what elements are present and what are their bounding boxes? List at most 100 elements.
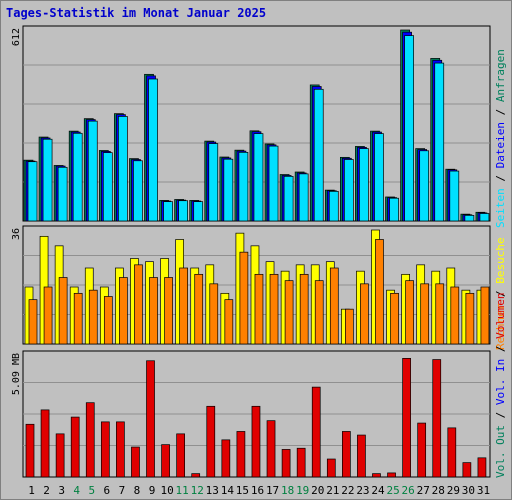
- bar-seiten-day-10: [163, 201, 173, 222]
- chart-panels: 612 36 5.09 MB: [11, 25, 491, 478]
- requests-panel: 612: [11, 25, 491, 222]
- legend-label-vol-in: Vol. In: [494, 359, 507, 405]
- bar-rechner-day-22: [345, 308, 354, 345]
- bar-seiten-day-3: [57, 166, 68, 222]
- bar-volumen-day-29: [447, 427, 457, 478]
- day-label-2: 2: [43, 484, 50, 497]
- bar-rechner-day-9: [149, 277, 158, 345]
- bar-seiten-day-26: [404, 35, 414, 222]
- bar-volumen-day-25: [387, 472, 396, 478]
- bar-seiten-day-7: [118, 116, 128, 222]
- bar-volumen-day-5: [85, 402, 95, 478]
- legend-separator: /: [494, 168, 507, 188]
- bar-volumen-day-14: [221, 439, 231, 478]
- bar-seiten-day-6: [102, 152, 113, 222]
- bar-rechner-day-20: [314, 280, 324, 345]
- bar-rechner-day-19: [299, 273, 309, 345]
- bar-seiten-day-27: [419, 150, 430, 222]
- day-label-8: 8: [134, 484, 141, 497]
- day-label-28: 28: [432, 484, 445, 497]
- bar-seiten-day-14: [223, 158, 234, 222]
- bar-seiten-day-19: [298, 173, 309, 222]
- bar-seiten-day-16: [253, 133, 264, 222]
- bar-volumen-day-1: [25, 423, 35, 478]
- legend-visits: Rechner / Besuche: [494, 237, 507, 350]
- bar-rechner-day-1: [28, 299, 38, 345]
- day-label-30: 30: [462, 484, 475, 497]
- bar-seiten-day-21: [328, 191, 339, 222]
- day-label-29: 29: [447, 484, 460, 497]
- bar-volumen-day-4: [70, 416, 80, 478]
- bar-rechner-day-21: [329, 267, 339, 345]
- bar-rechner-day-24: [375, 239, 384, 345]
- day-label-31: 31: [477, 484, 490, 497]
- bar-seiten-day-23: [359, 148, 369, 222]
- bar-rechner-day-6: [103, 296, 113, 345]
- bar-volumen-day-20: [311, 386, 321, 478]
- bar-volumen-day-16: [251, 405, 261, 478]
- visits-panel: 36: [11, 225, 491, 345]
- day-label-22: 22: [341, 484, 354, 497]
- day-label-25: 25: [386, 484, 399, 497]
- bar-rechner-day-8: [134, 264, 143, 345]
- bar-seiten-day-12: [193, 201, 204, 222]
- bar-rechner-day-3: [58, 277, 68, 345]
- legend-label-dateien: Dateien: [494, 122, 507, 168]
- bar-volumen-day-27: [417, 422, 427, 478]
- bar-seiten-day-18: [283, 176, 294, 222]
- bar-rechner-day-30: [465, 292, 475, 345]
- bar-rechner-day-7: [119, 277, 128, 345]
- bar-volumen-day-15: [236, 431, 246, 478]
- day-label-10: 10: [160, 484, 173, 497]
- bar-volumen-day-22: [342, 431, 351, 478]
- bar-rechner-day-23: [360, 283, 369, 345]
- legend-volume: Vol. Out / Vol. In / Volumen: [494, 293, 507, 478]
- day-label-4: 4: [73, 484, 80, 497]
- day-label-13: 13: [206, 484, 219, 497]
- bar-rechner-day-15: [239, 251, 249, 345]
- bar-volumen-day-24: [372, 473, 381, 478]
- bar-seiten-day-15: [238, 151, 249, 222]
- bar-volumen-day-7: [116, 421, 125, 478]
- bar-seiten-day-28: [434, 62, 445, 222]
- bar-rechner-day-14: [224, 299, 234, 345]
- bar-volumen-day-31: [477, 457, 487, 478]
- bar-volumen-day-26: [402, 358, 411, 478]
- day-label-20: 20: [311, 484, 324, 497]
- day-label-11: 11: [176, 484, 189, 497]
- visits-panel-ymax-label: 36: [11, 228, 22, 240]
- volume-panel-ymax-label: 5.09 MB: [11, 353, 22, 395]
- bar-seiten-day-1: [27, 161, 38, 222]
- bar-seiten-day-22: [344, 159, 354, 222]
- bar-seiten-day-8: [133, 160, 143, 222]
- bar-rechner-day-4: [73, 292, 83, 345]
- bar-seiten-day-9: [148, 78, 158, 222]
- bar-volumen-day-3: [55, 433, 65, 478]
- bar-volumen-day-17: [266, 420, 276, 478]
- chart-title: Tages-Statistik im Monat Januar 2025: [6, 6, 266, 20]
- bar-rechner-day-25: [390, 292, 399, 345]
- day-label-1: 1: [28, 484, 35, 497]
- legend-separator: /: [494, 284, 507, 304]
- bar-rechner-day-10: [164, 277, 173, 345]
- day-label-17: 17: [266, 484, 279, 497]
- day-label-6: 6: [104, 484, 111, 497]
- bar-volumen-day-6: [100, 421, 110, 478]
- day-label-26: 26: [402, 484, 415, 497]
- bar-seiten-day-31: [479, 213, 490, 222]
- bar-rechner-day-12: [194, 273, 204, 345]
- day-label-9: 9: [149, 484, 156, 497]
- bar-rechner-day-16: [254, 273, 264, 345]
- bar-rechner-day-11: [179, 267, 188, 345]
- bar-rechner-day-28: [435, 283, 445, 345]
- bar-rechner-day-18: [284, 280, 294, 345]
- bar-volumen-day-18: [281, 449, 291, 478]
- bar-rechner-day-27: [420, 283, 430, 345]
- day-label-27: 27: [417, 484, 430, 497]
- bar-rechner-day-5: [88, 289, 98, 345]
- bar-seiten-day-24: [374, 133, 384, 222]
- day-label-18: 18: [281, 484, 294, 497]
- bar-rechner-day-2: [43, 286, 53, 345]
- bar-volumen-day-12: [191, 473, 201, 478]
